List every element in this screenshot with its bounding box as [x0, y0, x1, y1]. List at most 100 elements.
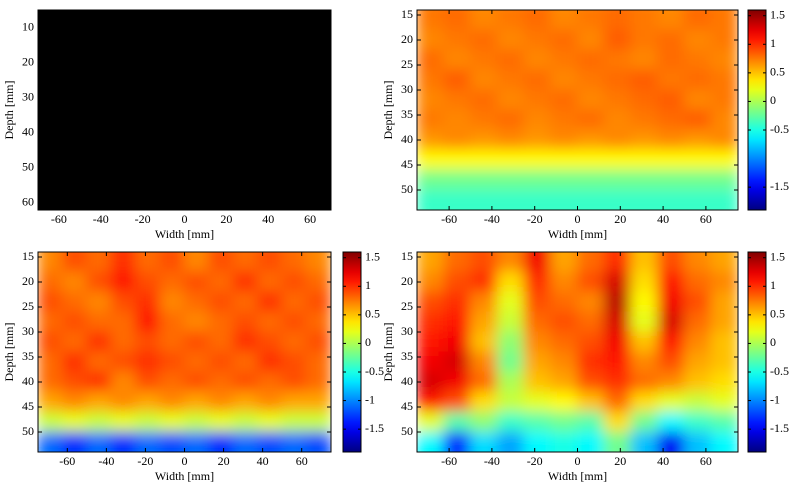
heat-cell: [306, 252, 331, 273]
y-axis-label: Depth [mm]: [2, 323, 16, 382]
heat-cell: [657, 49, 685, 71]
colorbar-tick-label: -1.5: [770, 179, 789, 193]
y-tick-label: 50: [22, 424, 34, 438]
heat-cell: [496, 49, 525, 71]
heat-cell: [577, 431, 605, 452]
heat-cell: [417, 29, 445, 51]
heat-cell: [470, 311, 498, 333]
heat-cell: [496, 89, 525, 111]
heat-cell: [523, 371, 552, 393]
heat-cell: [184, 271, 210, 293]
x-tick-label: 0: [182, 212, 188, 226]
heat-cell: [110, 311, 137, 333]
heat-cell: [550, 371, 578, 393]
heat-cell: [417, 69, 445, 91]
heat-cell: [159, 252, 185, 273]
heat-cell: [135, 311, 161, 333]
heat-cell: [208, 331, 234, 353]
heat-cell: [550, 169, 578, 191]
heat-cell: [232, 331, 259, 353]
colorbar-tick-label: 1: [365, 278, 371, 292]
heat-cell: [657, 411, 685, 433]
heat-cell: [159, 351, 185, 373]
heat-cell: [496, 391, 525, 413]
heat-cell: [603, 109, 632, 131]
heat-cell: [630, 189, 659, 210]
heat-cell: [550, 149, 578, 171]
heat-cell: [550, 271, 578, 293]
heat-cell: [86, 351, 112, 373]
heat-cell: [61, 291, 88, 313]
heat-cell: [470, 351, 498, 373]
heat-cell: [417, 109, 445, 131]
heat-cell: [603, 351, 632, 373]
heat-cell: [603, 89, 632, 111]
heat-cell: [110, 252, 137, 273]
heat-cell: [684, 109, 712, 131]
heat-cell: [281, 291, 308, 313]
x-tick-label: 60: [296, 454, 308, 468]
heat-cell: [710, 189, 738, 210]
heat-cell: [135, 391, 161, 413]
heat-cell: [417, 411, 445, 433]
heat-cell: [257, 391, 283, 413]
heat-cell: [523, 189, 552, 210]
heat-cell: [61, 252, 88, 273]
heat-cell: [684, 391, 712, 413]
heat-cell: [710, 109, 738, 131]
y-tick-label: 50: [401, 424, 413, 438]
heat-cell: [630, 252, 659, 273]
heat-cell: [684, 431, 712, 452]
heat-cell: [550, 431, 578, 452]
heat-cell: [496, 10, 525, 31]
heat-cell: [257, 371, 283, 393]
heat-cell: [603, 431, 632, 452]
heat-cell: [577, 411, 605, 433]
heat-cell: [208, 371, 234, 393]
heat-cell: [208, 351, 234, 373]
heat-cell: [684, 89, 712, 111]
y-axis-label: Depth [mm]: [381, 323, 395, 382]
y-tick-label: 15: [401, 249, 413, 263]
heat-cell: [470, 10, 498, 31]
heat-cell: [657, 89, 685, 111]
heat-cell: [630, 10, 659, 31]
x-tick-label: -20: [527, 454, 543, 468]
heat-cell: [577, 351, 605, 373]
heat-cell: [630, 89, 659, 111]
heat-cell: [550, 89, 578, 111]
heat-cell: [417, 149, 445, 171]
heat-cell: [684, 69, 712, 91]
heat-cell: [657, 371, 685, 393]
colorbar-tick-label: -0.5: [770, 364, 789, 378]
heat-cell: [577, 371, 605, 393]
heat-cell: [443, 189, 471, 210]
heat-cell: [577, 49, 605, 71]
heat-cell: [550, 10, 578, 31]
heat-cell: [61, 431, 88, 452]
heat-cell: [470, 129, 498, 151]
heat-cell: [184, 291, 210, 313]
heat-cell: [657, 29, 685, 51]
y-tick-label: 50: [401, 182, 413, 196]
y-tick-label: 30: [401, 324, 413, 338]
colorbar-tick-label: 0: [770, 335, 776, 349]
heat-cell: [417, 252, 445, 273]
x-tick-label: -60: [441, 454, 457, 468]
heat-cell: [443, 49, 471, 71]
x-tick-label: 20: [614, 454, 626, 468]
heat-cell: [443, 431, 471, 452]
heat-cell: [550, 311, 578, 333]
heat-cell: [577, 149, 605, 171]
heat-cell: [603, 291, 632, 313]
heat-cell: [630, 169, 659, 191]
heat-cell: [61, 271, 88, 293]
heat-cell: [470, 189, 498, 210]
x-tick-label: 0: [575, 454, 581, 468]
heat-cell: [684, 351, 712, 373]
heat-cell: [603, 49, 632, 71]
heat-cell: [603, 129, 632, 151]
heat-cell: [417, 311, 445, 333]
heat-cell: [657, 252, 685, 273]
heat-cell: [577, 391, 605, 413]
